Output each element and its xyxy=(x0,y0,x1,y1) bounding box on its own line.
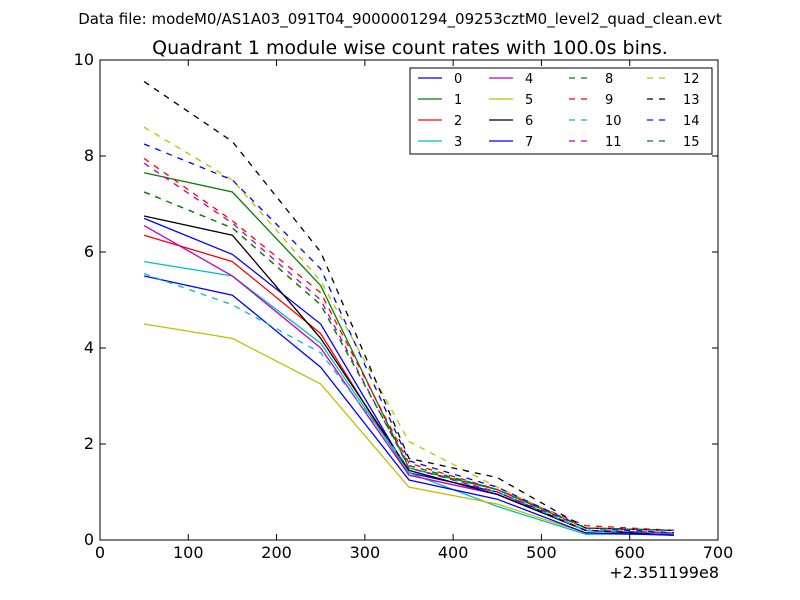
series-line-9 xyxy=(143,157,674,532)
series-line-6 xyxy=(143,215,674,536)
legend-label-9: 9 xyxy=(605,93,613,108)
legend-label-6: 6 xyxy=(525,114,533,129)
legend-label-13: 13 xyxy=(683,93,700,108)
series-line-13 xyxy=(143,81,674,532)
x-tick-label: 0 xyxy=(95,543,105,562)
legend-label-1: 1 xyxy=(454,93,462,108)
legend-label-11: 11 xyxy=(605,135,622,150)
x-tick-label: 700 xyxy=(703,543,734,562)
y-tick-label: 4 xyxy=(84,338,94,357)
legend-label-3: 3 xyxy=(454,135,462,150)
series-line-0 xyxy=(143,217,674,534)
legend-label-7: 7 xyxy=(525,135,533,150)
series-line-7 xyxy=(143,275,674,536)
legend-label-10: 10 xyxy=(605,114,622,129)
legend-label-2: 2 xyxy=(454,114,462,129)
x-tick-label: 400 xyxy=(438,543,469,562)
x-tick-label: 200 xyxy=(261,543,292,562)
legend-label-4: 4 xyxy=(525,72,533,87)
legend-label-8: 8 xyxy=(605,72,613,87)
y-tick-label: 6 xyxy=(84,242,94,261)
x-tick-label: 600 xyxy=(614,543,645,562)
y-tick-label: 8 xyxy=(84,146,94,165)
series-line-2 xyxy=(143,234,674,534)
chart-title: Quadrant 1 module wise count rates with … xyxy=(152,37,668,59)
x-tick-label: 500 xyxy=(526,543,557,562)
y-tick-label: 2 xyxy=(84,434,94,453)
legend-label-12: 12 xyxy=(683,72,700,87)
x-tick-label: 300 xyxy=(350,543,381,562)
y-tick-label: 0 xyxy=(84,530,94,549)
axes-frame xyxy=(99,59,719,541)
y-tick-label: 10 xyxy=(74,50,94,69)
series-line-1 xyxy=(143,172,674,532)
legend-label-5: 5 xyxy=(525,93,533,108)
legend-label-0: 0 xyxy=(454,72,462,87)
series-line-10 xyxy=(143,272,674,534)
x-tick-label: 100 xyxy=(173,543,204,562)
series-line-5 xyxy=(143,323,674,536)
data-file-label: Data file: modeM0/AS1A03_091T04_90000012… xyxy=(78,10,722,29)
plot-area: 0 100 200 300 400 500 600 700024681001234567891… xyxy=(74,50,734,562)
x-offset-label: +2.351199e8 xyxy=(609,563,719,582)
legend-box xyxy=(409,67,713,155)
legend-label-14: 14 xyxy=(683,114,700,129)
legend-label-15: 15 xyxy=(683,135,700,150)
series-line-3 xyxy=(143,260,674,535)
